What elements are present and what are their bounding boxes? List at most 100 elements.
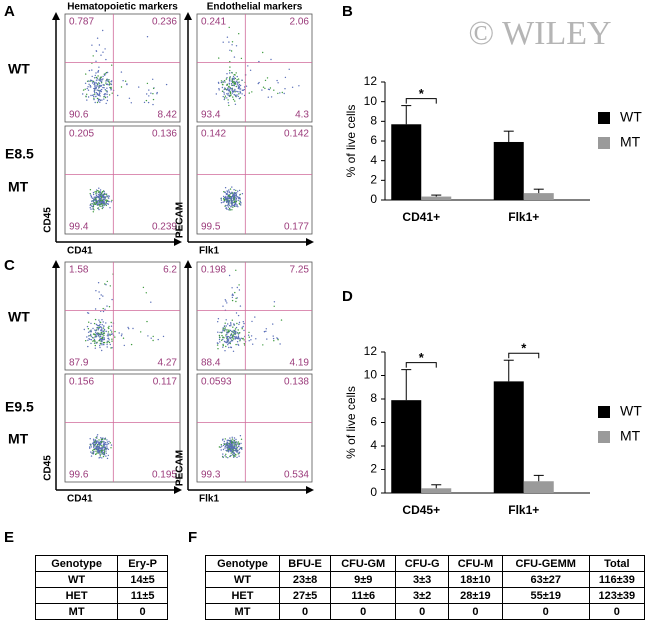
event-dot: [96, 85, 98, 87]
event-dot: [243, 88, 246, 91]
event-dot: [233, 334, 235, 336]
event-dot: [221, 331, 223, 333]
event-dot: [105, 443, 107, 446]
event-dot: [94, 198, 96, 200]
event-dot: [226, 88, 228, 91]
event-dot: [106, 447, 109, 449]
event-dot: [239, 84, 242, 87]
event-dot: [252, 343, 254, 345]
quadrant-value: 1.58: [69, 265, 89, 276]
event-dot: [110, 325, 113, 327]
event-dot: [90, 446, 93, 448]
quadrant-value: 99.6: [69, 470, 89, 481]
event-dot: [231, 449, 233, 452]
event-dot: [102, 75, 104, 78]
event-dot: [98, 319, 100, 321]
event-dot: [243, 329, 245, 332]
event-dot: [231, 203, 233, 206]
event-dot: [98, 208, 100, 211]
event-dot: [228, 207, 231, 210]
event-dot: [222, 80, 224, 83]
event-dot: [232, 453, 234, 455]
event-dot: [109, 83, 111, 85]
event-dot: [103, 190, 105, 193]
event-dot: [234, 203, 237, 205]
event-dot: [104, 96, 107, 99]
event-dot: [237, 450, 239, 452]
quadrant-value: 6.2: [163, 265, 177, 276]
event-dot: [222, 201, 224, 203]
event-dot: [101, 191, 104, 193]
event-dot: [94, 344, 97, 347]
event-dot: [98, 457, 100, 459]
event-dot: [101, 324, 103, 326]
event-dot: [89, 331, 91, 333]
quadrant-value: 0.142: [284, 129, 309, 140]
event-dot: [235, 85, 237, 88]
event-dot: [152, 98, 155, 101]
event-dot: [94, 196, 97, 198]
event-dot: [220, 197, 222, 199]
event-dot: [243, 343, 245, 345]
event-dot: [99, 201, 101, 204]
x-tick-label: Flk1+: [508, 210, 539, 224]
event-dot: [96, 445, 98, 447]
event-dot: [97, 75, 99, 77]
event-dot: [89, 86, 91, 88]
event-dot: [100, 198, 102, 200]
event-dot: [108, 200, 110, 203]
event-dot: [234, 445, 236, 447]
event-dot: [124, 80, 127, 82]
event-dot: [220, 199, 223, 201]
event-dot: [97, 79, 99, 81]
event-dot: [235, 269, 237, 271]
event-dot: [97, 89, 100, 92]
event-dot: [237, 91, 239, 93]
event-dot: [100, 195, 103, 197]
event-dot: [102, 200, 104, 203]
event-dot: [250, 339, 252, 341]
event-dot: [103, 196, 105, 198]
event-dot: [93, 94, 95, 96]
plot-frame: [196, 13, 313, 123]
event-dot: [128, 97, 131, 100]
event-dot: [143, 101, 146, 104]
event-dot: [110, 321, 112, 324]
event-dot: [93, 98, 95, 101]
event-dot: [250, 335, 253, 337]
event-dot: [229, 61, 231, 63]
event-dot: [239, 305, 242, 307]
event-dot: [89, 84, 92, 87]
event-dot: [101, 327, 103, 329]
event-dot: [249, 69, 252, 72]
event-dot: [87, 96, 90, 98]
event-dot: [92, 203, 94, 205]
event-dot: [218, 88, 220, 90]
event-dot: [97, 70, 100, 72]
event-dot: [226, 333, 228, 335]
event-dot: [94, 334, 96, 336]
event-dot: [110, 83, 113, 85]
event-dot: [105, 448, 108, 450]
event-dot: [107, 203, 109, 205]
event-dot: [229, 195, 232, 198]
event-dot: [107, 331, 110, 333]
event-dot: [229, 447, 231, 449]
event-dot: [86, 336, 88, 338]
event-dot: [157, 338, 159, 341]
event-dot: [109, 442, 112, 444]
event-dot: [103, 73, 106, 75]
y-tick-label: 12: [364, 344, 378, 358]
event-dot: [105, 322, 107, 324]
event-dot: [225, 445, 228, 447]
event-dot: [217, 318, 220, 320]
event-dot: [218, 338, 221, 341]
event-dot: [220, 446, 222, 448]
error-bar: [401, 369, 412, 401]
event-dot: [230, 346, 233, 349]
event-dot: [99, 323, 101, 326]
event-dot: [100, 76, 103, 78]
event-dot: [273, 340, 275, 342]
event-dot: [93, 90, 96, 93]
event-dot: [87, 80, 90, 82]
